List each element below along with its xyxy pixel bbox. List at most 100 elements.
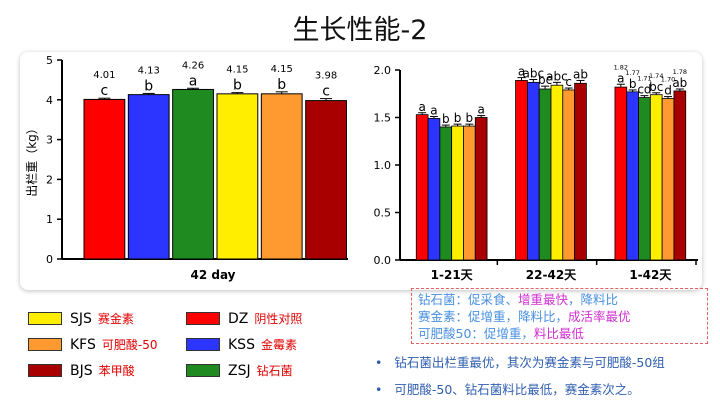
- bullet-marker: •: [375, 355, 383, 370]
- legend-item-dz: DZ 阴性对照: [186, 310, 302, 327]
- value-label: 1.77: [625, 69, 639, 77]
- value-label: 1.70: [661, 76, 675, 84]
- legend-name: 钻石菌: [256, 364, 293, 378]
- bar: [439, 126, 453, 261]
- legend-swatch: [28, 312, 62, 325]
- bullet-text: 可肥酸-50、钻石菌料比最低，赛金素次之。: [394, 382, 640, 397]
- significance-letter: ab: [573, 67, 588, 81]
- bar: [574, 82, 587, 261]
- y-tick-label: 0: [46, 253, 53, 266]
- legend-name: 阴性对照: [254, 312, 303, 326]
- bullet-item: • 钻石菌出栏重最优，其次为赛金素与可肥酸-50组: [375, 352, 665, 371]
- bar: [614, 86, 628, 261]
- bar: [463, 125, 476, 261]
- y-tick-label: 0.0: [374, 254, 392, 267]
- bar: [515, 80, 528, 261]
- y-tick-label: 1.0: [374, 159, 392, 172]
- x-group-label: 22-42天: [526, 268, 577, 282]
- value-label: 4.15: [271, 64, 293, 75]
- legend-swatch: [186, 312, 220, 325]
- legend-code: ZSJ: [228, 362, 251, 379]
- legend-swatch: [186, 364, 220, 377]
- legend-code: DZ: [228, 310, 249, 327]
- legend-item-bjs: BJS 苯甲酸: [28, 362, 135, 379]
- significance-letter: cd: [637, 83, 651, 97]
- bar: [474, 117, 488, 261]
- note-line-2: 赛金素：促增重，降料比，成活率最优: [418, 309, 631, 324]
- bar: [216, 93, 259, 260]
- significance-letter: b: [144, 78, 153, 94]
- significance-letter: bc: [649, 80, 663, 94]
- value-label: 1.74: [649, 72, 663, 80]
- legend-code: SJS: [70, 310, 92, 327]
- bullet-marker: •: [375, 382, 383, 397]
- y-tick-label: 3: [46, 134, 53, 147]
- legend-code: BJS: [70, 362, 93, 379]
- value-label: 4.15: [226, 65, 248, 76]
- legend-swatch: [28, 338, 62, 351]
- bar: [415, 114, 429, 261]
- bar: [562, 89, 575, 261]
- significance-letter: ab: [672, 76, 687, 90]
- significance-letter: b: [629, 77, 637, 91]
- bar: [661, 98, 675, 261]
- bar: [127, 94, 170, 260]
- y-tick-label: 5: [46, 54, 53, 67]
- value-label: 1.78: [673, 68, 687, 76]
- value-label: 1.71: [637, 75, 651, 83]
- conclusion-note: 钻石菌：促采食、增重最快，降料比 赛金素：促增重，降料比，成活率最优 可肥酸50…: [411, 288, 708, 344]
- value-label: 4.01: [93, 70, 115, 81]
- significance-letter: a: [189, 73, 198, 89]
- legend-swatch: [28, 364, 62, 377]
- legend-name: 赛金素: [97, 312, 134, 326]
- bar: [83, 98, 126, 260]
- y-tick-label: 2.0: [374, 64, 392, 77]
- legend-item-zsj: ZSJ 钻石菌: [186, 362, 293, 379]
- significance-letter: c: [101, 83, 109, 99]
- legend-code: KSS: [228, 336, 255, 353]
- y-tick-label: 2: [46, 173, 53, 186]
- bar: [451, 125, 464, 261]
- value-label: 4.26: [182, 60, 204, 71]
- significance-letter: a: [477, 103, 484, 117]
- bullet-text: 钻石菌出栏重最优，其次为赛金素与可肥酸-50组: [394, 355, 665, 370]
- significance-letter: b: [442, 112, 450, 126]
- y-tick-label: 0.5: [374, 207, 392, 220]
- bar: [427, 118, 441, 261]
- bar: [638, 97, 651, 261]
- bar: [260, 93, 303, 260]
- x-group-label: 1-21天: [431, 268, 474, 282]
- significance-letter: b: [466, 111, 474, 125]
- significance-letter: a: [617, 71, 624, 85]
- value-label: 4.13: [138, 65, 160, 76]
- significance-letter: abc: [546, 69, 568, 83]
- note-line-1: 钻石菌：促采食、增重最快，降料比: [418, 292, 619, 307]
- legend-item-sjs: SJS 赛金素: [28, 310, 134, 327]
- significance-letter: a: [430, 104, 437, 118]
- legend-item-kfs: KFS 可肥酸-50: [28, 336, 157, 353]
- slide-title: 生长性能-2: [292, 15, 428, 46]
- legend-swatch: [186, 338, 220, 351]
- legend-name: 金霉素: [260, 338, 297, 352]
- bar: [673, 90, 687, 261]
- x-group-label: 1-42天: [629, 268, 672, 282]
- significance-letter: c: [322, 84, 330, 100]
- x-axis-label: 42 day: [190, 268, 235, 282]
- bar: [626, 91, 639, 261]
- significance-letter: b: [454, 111, 462, 125]
- significance-letter: b: [233, 78, 242, 94]
- significance-letter: a: [518, 65, 525, 79]
- significance-letter: a: [418, 100, 425, 114]
- bar: [538, 88, 552, 261]
- note-line-3: 可肥酸50：促增重，料比最低: [418, 326, 584, 341]
- significance-letter: bc: [538, 73, 552, 87]
- legend-name: 苯甲酸: [98, 364, 135, 378]
- legend-name: 可肥酸-50: [101, 338, 158, 352]
- significance-letter: c: [565, 75, 572, 89]
- significance-letter: abc: [523, 67, 545, 81]
- value-label: 3.98: [315, 71, 337, 82]
- y-tick-label: 4: [46, 94, 53, 107]
- bar: [305, 100, 347, 260]
